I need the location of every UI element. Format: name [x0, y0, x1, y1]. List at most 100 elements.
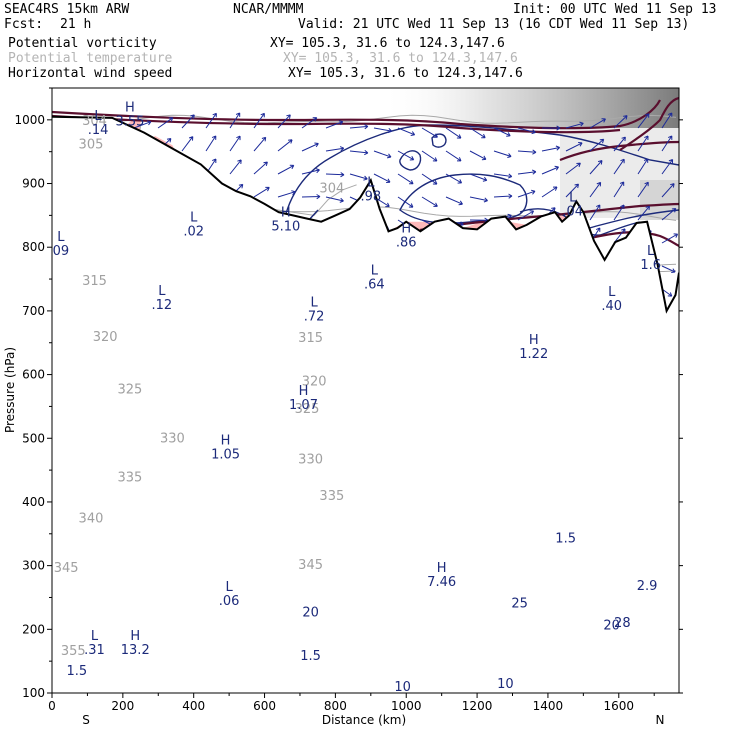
wind-vector-arrow — [637, 135, 649, 152]
wind-vector-arrow — [397, 150, 415, 161]
wind-vector-arrow — [613, 204, 625, 221]
right-endpoint-label: N — [656, 713, 665, 727]
wind-speed-label: 10 — [497, 677, 514, 692]
wind-vector-arrow — [325, 196, 344, 203]
extremum-value: .14 — [88, 123, 109, 138]
extremum-marker: L — [647, 244, 655, 259]
wind-vector-arrow — [205, 112, 217, 129]
y-tick-label: 100 — [22, 686, 45, 700]
extremum-marker: H — [299, 384, 309, 399]
extremum-value: 1.07 — [289, 398, 318, 413]
wind-vector-arrow — [637, 113, 650, 129]
wind-vector-arrow — [397, 127, 416, 136]
wind-vector-arrow — [661, 233, 679, 244]
y-tick-label: 600 — [22, 368, 45, 382]
wind-vector-arrow — [229, 112, 241, 129]
field-xy-potential-vorticity: XY= 105.3, 31.6 to 124.3,147.6 — [270, 36, 505, 51]
wind-vector-arrow — [613, 136, 626, 152]
extremum-marker: L — [225, 580, 233, 595]
wind-vector-arrow — [661, 112, 673, 129]
extremum-value: 7.46 — [427, 575, 456, 590]
x-tick-label: 0 — [48, 699, 56, 713]
x-tick-label: 600 — [253, 699, 276, 713]
pv-contour — [559, 140, 679, 162]
x-axis-label: Distance (km) — [322, 713, 406, 727]
extremum-value: .72 — [304, 309, 325, 324]
extremum-marker: L — [569, 190, 577, 205]
y-tick-label: 900 — [22, 177, 45, 191]
jet-shading-core — [640, 180, 679, 220]
wind-vector-arrow — [661, 159, 674, 175]
extremum-value: 3.55 — [115, 115, 144, 130]
x-tick-label: 1200 — [462, 699, 493, 713]
y-tick-label: 800 — [22, 240, 45, 254]
extremum-marker: L — [367, 176, 375, 191]
organization-label: NCAR/MMMM — [233, 2, 304, 17]
wind-vector-arrow — [397, 173, 414, 185]
wind-vector-arrow — [661, 288, 673, 297]
wind-speed-label: 20 — [603, 618, 620, 633]
extremum-value: .64 — [364, 278, 385, 293]
wind-vector-arrow — [253, 136, 267, 152]
field-xy-potential-temperature: XY= 105.3, 31.6 to 124.3,147.6 — [283, 51, 518, 66]
wind-vector-arrow — [373, 173, 391, 183]
pv-contour — [619, 96, 679, 151]
wind-vector-arrow — [469, 127, 486, 139]
wind-vector-arrow — [445, 150, 462, 162]
isentrope-label: 345 — [54, 561, 79, 576]
extremum-value: .98 — [360, 190, 381, 205]
wind-vector-arrow — [493, 193, 513, 199]
wind-vector-arrow — [541, 145, 561, 152]
extremum-value: .31 — [84, 643, 105, 658]
field-xy-horizontal-wind-speed: XY= 105.3, 31.6 to 124.3,147.6 — [288, 66, 523, 81]
wind-vector-arrow — [421, 127, 438, 138]
extremum-marker: H — [529, 333, 539, 348]
wind-vector-arrow — [373, 150, 392, 159]
extremum-value: 13.2 — [121, 643, 150, 658]
y-tick-label: 500 — [22, 431, 45, 445]
wind-speed-label: 1.5 — [66, 664, 87, 679]
y-tick-label: 700 — [22, 304, 45, 318]
wind-speed-label: 1.5 — [555, 532, 576, 547]
wind-vector-arrow — [517, 127, 536, 135]
x-tick-label: 800 — [324, 699, 347, 713]
forecast-label: Fcst: — [4, 17, 44, 32]
wind-vector-arrow — [541, 186, 558, 198]
wind-vector-arrow — [421, 173, 438, 185]
wind-speed-label: 10 — [394, 680, 411, 695]
wind-vector-arrow — [493, 127, 511, 137]
extremum-marker: L — [608, 285, 616, 300]
wind-vector-arrow — [517, 210, 535, 221]
wind-vector-arrow — [373, 127, 393, 134]
wind-vector-arrow — [421, 150, 438, 162]
isentrope-label: 325 — [295, 402, 320, 417]
x-tick-label: 1000 — [391, 699, 422, 713]
extremum-value: 1.6 — [640, 258, 661, 273]
extremum-marker: L — [371, 264, 379, 279]
y-tick-label: 400 — [22, 495, 45, 509]
extremum-value: 1.22 — [519, 347, 548, 362]
extremum-marker: L — [190, 211, 198, 226]
wind-vector-arrow — [181, 136, 194, 152]
extremum-value: 5.10 — [271, 220, 300, 235]
y-tick-label: 300 — [22, 559, 45, 573]
extremum-value: .12 — [151, 298, 172, 313]
isentrope-label: 315 — [82, 274, 107, 289]
wind-vector-arrow — [157, 117, 174, 129]
wind-speed-label: 1.5 — [300, 649, 321, 664]
forecast-hour: 21 h — [60, 17, 92, 32]
wind-vector-arrow — [541, 165, 560, 175]
wind-vector-arrow — [349, 150, 369, 156]
isentrope-label: 335 — [319, 489, 344, 504]
extremum-marker: L — [57, 230, 65, 245]
field-name-potential-vorticity: Potential vorticity — [8, 36, 157, 51]
wind-vector-arrow — [229, 135, 241, 152]
wind-vector-arrow — [253, 186, 270, 198]
wind-vector-arrow — [565, 183, 579, 198]
wind-vector-arrow — [541, 125, 561, 131]
init-time: Init: 00 UTC Wed 11 Sep 13 — [513, 2, 717, 17]
wind-vector-arrow — [301, 168, 320, 175]
extremum-marker: H — [401, 222, 411, 237]
model-title: SEAC4RS 15km ARW — [4, 2, 130, 17]
wind-vector-arrow — [469, 196, 488, 203]
